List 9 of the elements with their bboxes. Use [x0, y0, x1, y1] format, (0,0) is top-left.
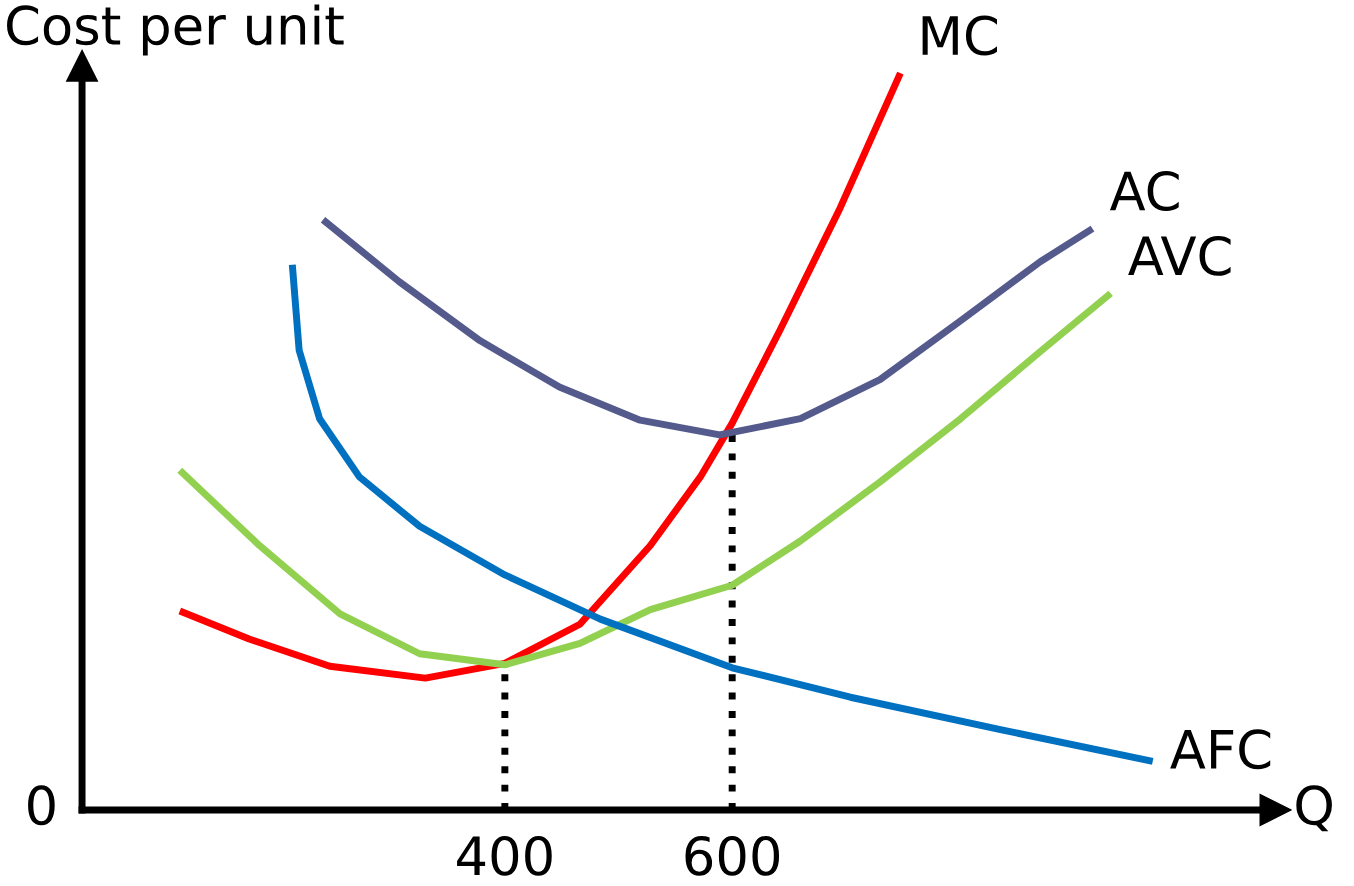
text: 0	[28, 785, 55, 826]
series-label: AC	[1109, 171, 1179, 211]
series-label: MC	[922, 15, 997, 56]
x-tick-label: 600	[685, 835, 780, 876]
y-axis-title: Cost per unit	[7, 4, 344, 56]
x-tick-label: 400	[457, 835, 552, 876]
x-axis-title: Q	[1296, 785, 1332, 832]
series-label: AFC	[1170, 729, 1271, 770]
series-label: AVC	[1128, 235, 1231, 276]
